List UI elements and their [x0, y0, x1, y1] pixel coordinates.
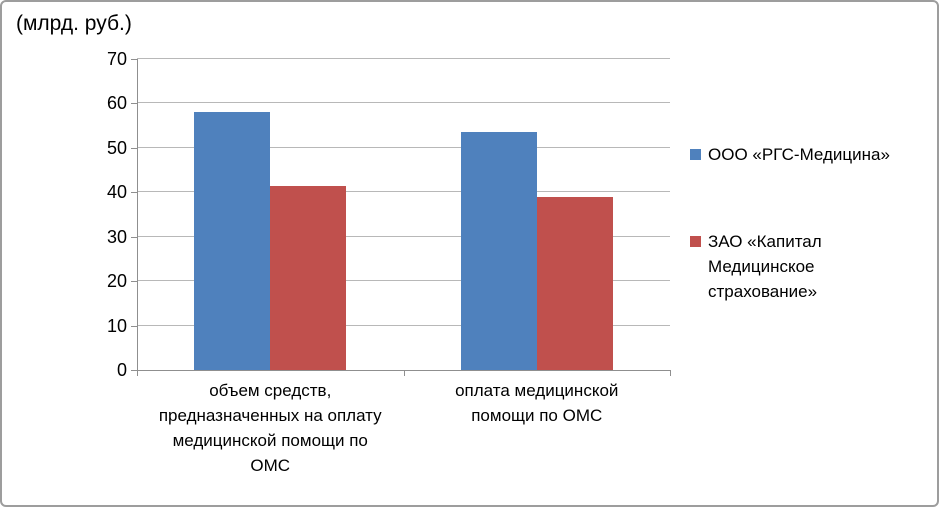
y-axis-line — [137, 59, 138, 375]
y-axis-tick-label: 30 — [106, 226, 127, 247]
x-axis-tick — [403, 370, 405, 376]
y-axis-tick — [131, 325, 138, 327]
x-axis-category-label: оплата медицинской помощи по ОМС — [455, 381, 619, 425]
bar-series1-cat1 — [536, 196, 613, 370]
chart-unit-title: (млрд. руб.) — [16, 12, 132, 35]
y-axis-tick-label: 0 — [116, 360, 127, 380]
y-axis-tick-label: 20 — [106, 271, 127, 292]
x-axis-category-label: объем средств, предназначенных на оплату… — [158, 381, 382, 475]
gridline — [137, 58, 670, 59]
y-axis-tick — [131, 236, 138, 238]
plot-area — [137, 58, 670, 370]
gridline — [137, 324, 670, 326]
bar-series1-cat0 — [270, 185, 347, 370]
y-axis-tick — [131, 192, 138, 194]
x-axis-tick — [670, 370, 671, 376]
gridline — [137, 146, 670, 148]
y-axis-tick — [131, 59, 138, 60]
legend-marker-icon — [690, 149, 701, 160]
y-axis-tick — [131, 370, 138, 371]
legend-entry: ЗАО «Капитал Медицинское страхование» — [690, 229, 934, 304]
y-axis-tick — [131, 281, 138, 283]
legend-marker-icon — [690, 236, 701, 247]
y-axis-tick-label: 70 — [106, 49, 127, 69]
y-axis-tick — [131, 147, 138, 149]
legend-label: ЗАО «Капитал Медицинское страхование» — [708, 232, 822, 301]
bar-series0-cat1 — [460, 132, 537, 370]
gridline — [137, 102, 670, 104]
bar-series0-cat0 — [194, 112, 271, 370]
y-axis-tick-label: 10 — [106, 315, 127, 336]
y-axis-tick-label: 40 — [106, 182, 127, 203]
legend-entry: ООО «РГС-Медицина» — [690, 142, 934, 167]
x-axis-tick — [137, 370, 138, 376]
x-axis-line — [131, 370, 670, 371]
legend: ООО «РГС-Медицина» ЗАО «Капитал Медицинск… — [690, 142, 934, 304]
y-axis-tick-label: 50 — [106, 137, 127, 158]
gridline — [137, 191, 670, 193]
y-axis-tick — [131, 103, 138, 105]
y-axis-tick-label: 60 — [106, 93, 127, 114]
legend-label: ООО «РГС-Медицина» — [708, 145, 890, 164]
gridline — [137, 235, 670, 237]
gridline — [137, 280, 670, 282]
